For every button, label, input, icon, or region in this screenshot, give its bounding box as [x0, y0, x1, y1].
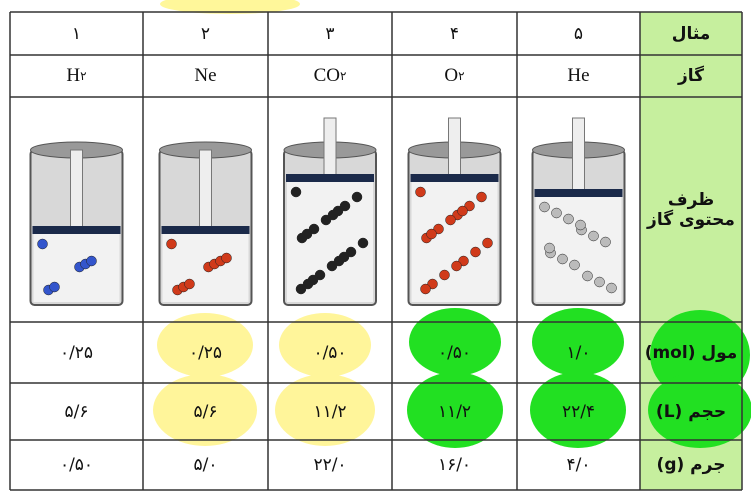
column-number: ۲: [200, 23, 211, 44]
gas-container: [29, 141, 124, 306]
row-header: جرم (g): [656, 455, 726, 475]
mass-value: ۲۲/۰: [313, 455, 347, 475]
highlights: [153, 308, 751, 448]
gas-container: [531, 117, 626, 306]
row-header: ظرف محتوی گاز: [647, 189, 735, 230]
formula: H: [66, 65, 81, 86]
grid-lines: [9, 11, 743, 491]
mass-value: ۴/۰: [566, 455, 591, 475]
mol-value: ۰/۲۵: [59, 342, 94, 363]
row-header: گاز: [677, 66, 705, 86]
gas-container: [407, 117, 502, 306]
formula: CO: [313, 65, 340, 86]
volume-value: ۵/۶: [64, 401, 89, 422]
highlight: [160, 0, 300, 14]
mol-value: ۰/۲۵: [188, 342, 223, 363]
mol-value: ۱/۰: [566, 342, 591, 363]
volume-value: ۱۱/۲: [437, 401, 472, 422]
column-number: ۴: [449, 23, 460, 44]
gas-formula: Ne: [143, 55, 268, 97]
subscript: ۲: [80, 68, 87, 83]
formula: Ne: [194, 65, 217, 86]
gas-formula: He: [517, 55, 640, 97]
column-number: ۳: [325, 23, 335, 44]
row-header: حجم (L): [655, 401, 727, 422]
mass-value: ۵/۰: [193, 455, 218, 475]
volume-value: ۱۱/۲: [313, 401, 347, 422]
subscript: ۲: [339, 68, 347, 83]
subscript: ۲: [458, 68, 465, 83]
gas-formula: CO ۲: [268, 55, 392, 97]
column-number: ۵: [573, 23, 584, 44]
cylinders: [29, 117, 626, 306]
gas-container: [158, 141, 253, 306]
formula: He: [567, 65, 590, 86]
mass-value: ۰/۵۰: [59, 455, 94, 475]
gas-container: [283, 117, 377, 306]
mol-value: ۰/۵۰: [437, 342, 472, 363]
formula: O: [444, 65, 459, 86]
mass-value: ۱۶/۰: [437, 455, 472, 475]
row-header: مول (mol): [644, 342, 738, 363]
row-header: مثال: [671, 23, 711, 44]
column-number: ۱: [71, 23, 82, 44]
volume-value: ۲۲/۴: [561, 401, 596, 422]
volume-value: ۵/۶: [193, 401, 218, 422]
mol-value: ۰/۵۰: [313, 342, 347, 363]
